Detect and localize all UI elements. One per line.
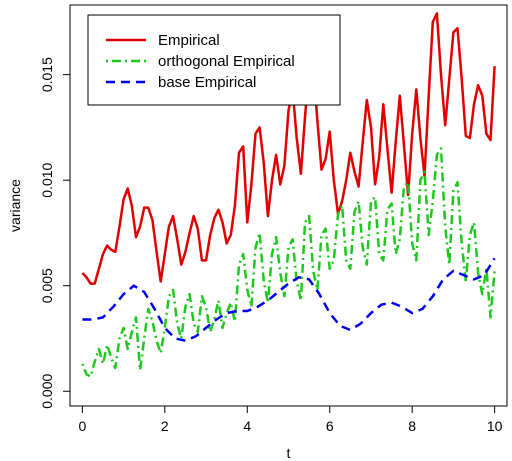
x-axis-title: t <box>287 445 291 461</box>
x-tick-label: 2 <box>161 418 169 434</box>
legend-label: orthogonal Empirical <box>158 53 295 70</box>
y-tick-label: 0.005 <box>39 268 55 303</box>
x-tick-label: 0 <box>78 418 86 434</box>
y-axis-title: variance <box>7 179 23 232</box>
legend-label: base Empirical <box>158 74 256 91</box>
x-axis: 0 2 4 6 8 10 <box>78 406 503 434</box>
y-tick-label: 0.010 <box>39 162 55 197</box>
y-tick-label: 0.015 <box>39 57 55 92</box>
x-tick-label: 6 <box>326 418 334 434</box>
series-line-1 <box>81 12 496 285</box>
legend: Empirical orthogonal Empirical base Empiri… <box>87 14 341 106</box>
y-tick-label: 0.000 <box>39 374 55 409</box>
legend-label: Empirical <box>158 32 220 49</box>
x-tick-label: 4 <box>243 418 251 434</box>
series-line-3 <box>82 257 496 342</box>
y-axis: 0.000 0.005 0.010 0.015 <box>39 57 70 409</box>
x-tick-label: 10 <box>487 418 503 434</box>
series-layer <box>81 12 496 378</box>
legend-box <box>87 14 341 106</box>
series-line-2 <box>81 147 496 378</box>
x-tick-label: 8 <box>408 418 416 434</box>
plot-box <box>69 4 508 407</box>
